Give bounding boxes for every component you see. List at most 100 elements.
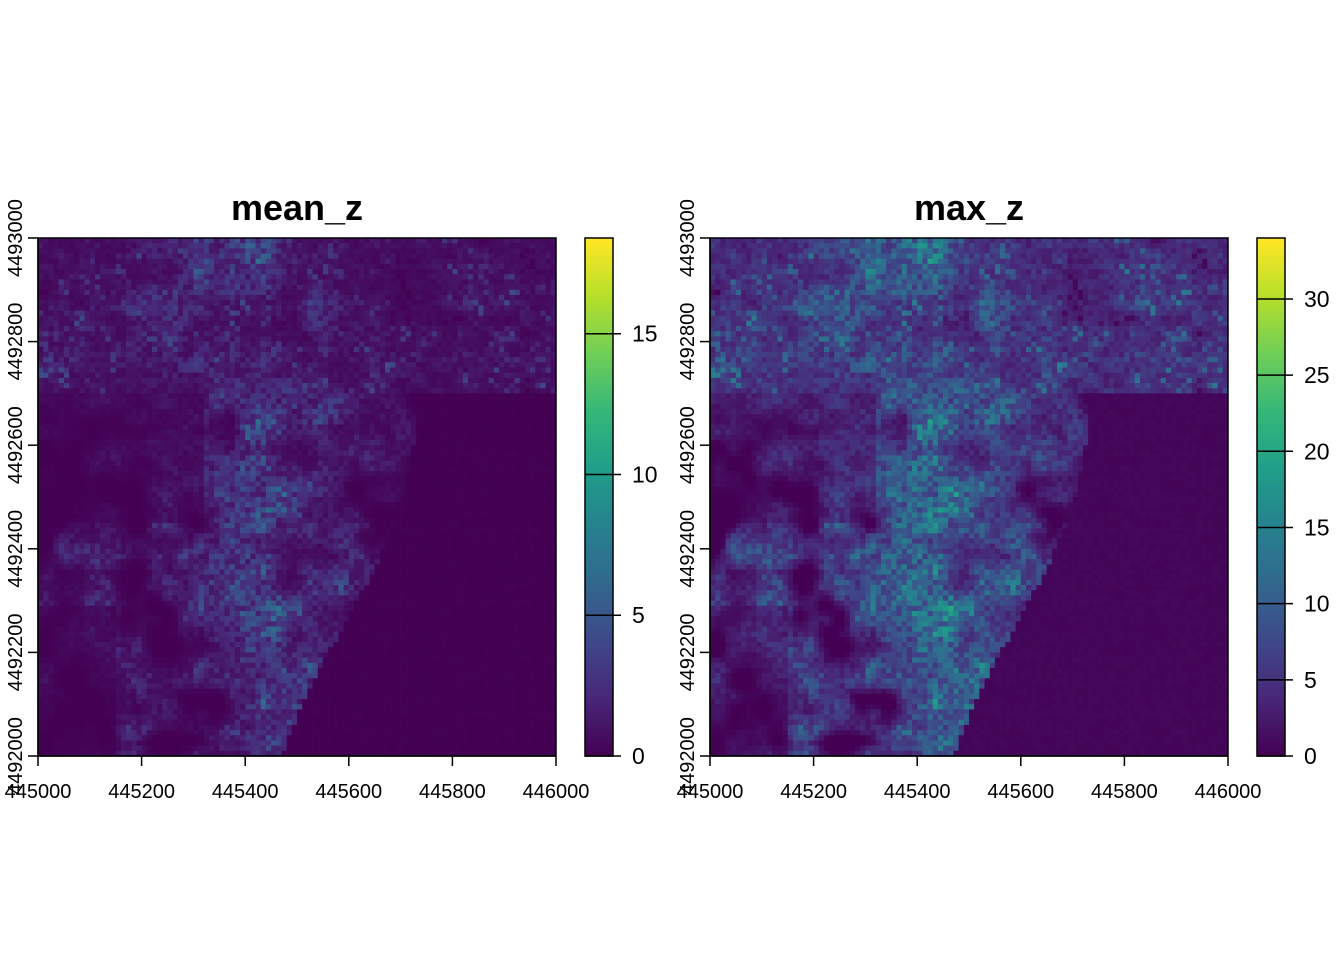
raster-cell bbox=[89, 434, 96, 441]
raster-cell bbox=[136, 429, 142, 436]
raster-cell bbox=[514, 320, 521, 327]
raster-cell bbox=[317, 320, 324, 327]
raster-cell bbox=[229, 398, 236, 405]
raster-cell bbox=[353, 465, 360, 472]
raster-cell bbox=[276, 357, 282, 363]
raster-cell bbox=[79, 440, 85, 446]
raster-cell bbox=[183, 471, 189, 477]
raster-cell bbox=[524, 429, 531, 436]
raster-cell bbox=[214, 362, 220, 368]
raster-cell bbox=[405, 491, 412, 498]
raster-cell bbox=[260, 440, 267, 446]
raster-cell bbox=[146, 305, 153, 311]
raster-cell bbox=[265, 471, 272, 477]
raster-cell bbox=[58, 310, 65, 317]
raster-cell bbox=[519, 341, 526, 348]
raster-cell bbox=[457, 377, 464, 384]
raster-cell bbox=[473, 429, 479, 436]
raster-cell bbox=[493, 491, 500, 498]
raster-cell bbox=[359, 279, 365, 285]
raster-cell bbox=[115, 393, 122, 399]
raster-cell bbox=[545, 398, 552, 405]
raster-cell bbox=[514, 243, 521, 249]
raster-cell bbox=[379, 336, 386, 342]
raster-cell bbox=[374, 263, 381, 270]
raster-cell bbox=[281, 331, 287, 337]
raster-cell bbox=[89, 445, 96, 451]
raster-cell bbox=[297, 320, 303, 327]
raster-cell bbox=[410, 460, 417, 467]
raster-cell bbox=[478, 357, 484, 363]
raster-cell bbox=[234, 445, 241, 451]
raster-cell bbox=[229, 445, 236, 451]
raster-cell bbox=[188, 445, 194, 451]
raster-cell bbox=[483, 331, 490, 337]
raster-cell bbox=[302, 315, 308, 322]
raster-cell bbox=[183, 434, 189, 441]
raster-cell bbox=[493, 310, 500, 317]
raster-cell bbox=[540, 253, 546, 260]
raster-cell bbox=[151, 486, 158, 493]
raster-cell bbox=[519, 326, 526, 332]
raster-cell bbox=[400, 331, 407, 337]
raster-cell bbox=[255, 440, 262, 446]
raster-cell bbox=[338, 393, 344, 399]
raster-cell bbox=[307, 372, 313, 379]
raster-cell bbox=[89, 258, 96, 265]
raster-cell bbox=[69, 440, 75, 446]
raster-cell bbox=[545, 450, 552, 456]
raster-cell bbox=[177, 393, 184, 399]
raster-cell bbox=[297, 367, 303, 374]
raster-cell bbox=[447, 383, 453, 389]
raster-cell bbox=[276, 238, 282, 244]
raster-cell bbox=[540, 445, 546, 451]
raster-cell bbox=[364, 238, 370, 244]
raster-cell bbox=[436, 440, 443, 446]
raster-cell bbox=[462, 450, 469, 456]
raster-cell bbox=[312, 243, 319, 249]
raster-cell bbox=[245, 336, 251, 342]
raster-cell bbox=[395, 320, 401, 327]
raster-cell bbox=[198, 372, 205, 379]
raster-cell bbox=[504, 248, 510, 254]
raster-cell bbox=[447, 372, 453, 379]
raster-cell bbox=[229, 346, 236, 353]
raster-cell bbox=[545, 351, 552, 358]
raster-cell bbox=[291, 408, 298, 415]
raster-cell bbox=[410, 279, 417, 285]
raster-cell bbox=[457, 320, 464, 327]
raster-cell bbox=[431, 471, 438, 477]
raster-cell bbox=[94, 429, 101, 436]
raster-cell bbox=[297, 310, 303, 317]
raster-cell bbox=[131, 450, 137, 456]
raster-cell bbox=[151, 263, 158, 270]
raster-cell bbox=[328, 305, 334, 311]
raster-cell bbox=[447, 377, 453, 384]
raster-cell bbox=[74, 383, 80, 389]
raster-cell bbox=[120, 341, 127, 348]
raster-cell bbox=[530, 434, 536, 441]
raster-cell bbox=[198, 315, 205, 322]
raster-cell bbox=[416, 403, 422, 410]
raster-cell bbox=[291, 341, 298, 348]
raster-cell bbox=[146, 408, 153, 415]
raster-cell bbox=[136, 351, 142, 358]
raster-cell bbox=[343, 429, 350, 436]
raster-cell bbox=[208, 243, 215, 249]
raster-cell bbox=[322, 372, 329, 379]
raster-cell bbox=[224, 465, 231, 472]
raster-cell bbox=[385, 341, 391, 348]
raster-cell bbox=[400, 429, 407, 436]
raster-cell bbox=[79, 424, 85, 431]
raster-cell bbox=[198, 393, 205, 399]
raster-cell bbox=[509, 367, 515, 374]
raster-cell bbox=[208, 294, 215, 301]
raster-cell bbox=[234, 403, 241, 410]
raster-cell bbox=[307, 326, 313, 332]
raster-cell bbox=[162, 465, 168, 472]
raster-cell bbox=[157, 346, 163, 353]
raster-cell bbox=[276, 279, 282, 285]
raster-cell bbox=[400, 320, 407, 327]
raster-cell bbox=[198, 258, 205, 265]
raster-cell bbox=[126, 351, 132, 358]
